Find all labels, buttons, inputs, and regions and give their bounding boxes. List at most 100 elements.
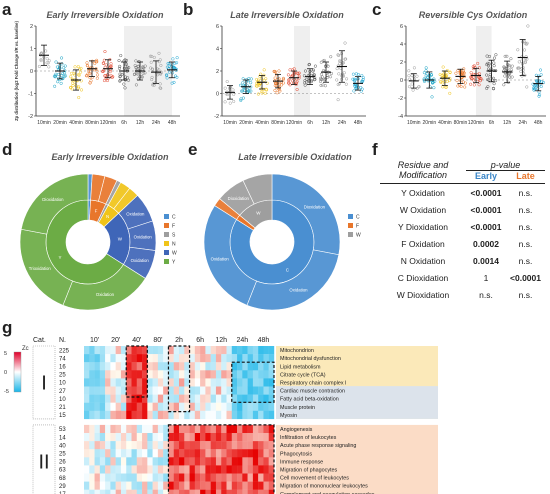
x-tick-label: 6h — [121, 120, 127, 126]
table-row: N Oxidation 0.0014 n.s. — [380, 252, 545, 269]
data-point — [240, 89, 244, 93]
heatmap-cell — [126, 457, 132, 466]
heatmap-cell — [226, 410, 232, 420]
data-point — [463, 85, 467, 89]
legend-label: N — [172, 242, 176, 248]
heatmap-row-term: Muscle protein — [280, 405, 315, 411]
heatmap-cell — [84, 433, 90, 442]
data-point — [425, 72, 429, 76]
heatmap-cell — [231, 473, 238, 482]
data-point — [519, 69, 523, 74]
data-point — [443, 75, 447, 80]
heatmap-cell — [237, 449, 243, 458]
heatmap-cell — [200, 346, 206, 355]
data-point — [277, 69, 281, 73]
heatmap-cell — [110, 433, 116, 442]
heatmap-cell — [105, 481, 111, 490]
heatmap-row-term: Cardiac muscle contraction — [280, 389, 345, 395]
heatmap-cell — [194, 473, 201, 482]
heatmap-cell — [184, 424, 190, 434]
heatmap-cell — [179, 489, 185, 494]
heatmap-cell — [110, 378, 116, 387]
heatmap-cell — [237, 433, 243, 442]
heatmap-cell — [210, 441, 217, 450]
outer-slice-label: Trioxidation — [29, 266, 52, 271]
heatmap-cell — [179, 449, 185, 458]
heatmap-row-n: 14 — [59, 435, 66, 441]
heatmap-cell — [221, 481, 227, 490]
heatmap-cell — [152, 424, 159, 434]
data-point — [165, 76, 169, 80]
data-point — [262, 68, 266, 72]
heatmap-cell — [147, 346, 153, 355]
heatmap-cell — [268, 386, 275, 395]
y-tick-label: -2 — [214, 114, 219, 120]
table-header-residue: Residue and — [397, 160, 449, 170]
heatmap-cell — [99, 370, 106, 379]
outer-slice-label: Dioxidation — [42, 197, 64, 202]
data-point — [149, 60, 153, 64]
data-point — [117, 66, 122, 70]
data-point — [104, 63, 108, 67]
heatmap-cell — [89, 402, 95, 411]
heatmap-cell — [131, 424, 137, 434]
y-tick-label: 1 — [30, 47, 33, 53]
heatmap-cell — [179, 370, 185, 379]
table-cell-modification: C Dioxidation — [397, 272, 449, 283]
title-e: Late Irreversible Oxidation — [238, 152, 352, 162]
data-point — [329, 71, 334, 76]
heatmap-cell — [184, 457, 190, 466]
legend-swatch — [164, 223, 169, 228]
heatmap-cell — [105, 370, 111, 379]
heatmap-cell — [152, 433, 159, 442]
heatmap-cell — [89, 424, 95, 434]
heatmap-cell — [163, 354, 169, 363]
heatmap-cell — [179, 473, 185, 482]
heatmap-cell — [105, 441, 111, 450]
heatmap-row-n: 225 — [59, 348, 70, 354]
heatmap-cell — [200, 354, 206, 363]
data-point — [336, 53, 340, 57]
heatmap-cell — [157, 465, 164, 474]
data-point — [287, 81, 291, 85]
heatmap-cell — [142, 402, 148, 411]
data-point — [142, 66, 146, 70]
heatmap-cell — [215, 378, 222, 387]
heatmap-cell — [242, 378, 248, 387]
data-point — [165, 73, 169, 77]
y-tick-label: -2 — [28, 114, 33, 120]
table-cell-modification: N Oxidation — [400, 255, 446, 266]
data-point — [109, 74, 113, 78]
heatmap-cell — [163, 378, 169, 387]
heatmap-cell — [110, 473, 116, 482]
heatmap-cell — [184, 410, 190, 420]
data-point — [448, 70, 452, 74]
heatmap-cell — [99, 481, 106, 490]
heatmap-cell — [221, 441, 227, 450]
y-tick-label: 2 — [400, 60, 403, 66]
heatmap-cell — [136, 433, 143, 442]
heatmap-cell — [221, 489, 227, 494]
heatmap-cell — [258, 473, 264, 482]
title-a: Early Irreversible Oxidation — [46, 10, 164, 20]
data-point — [150, 78, 154, 82]
heatmap-cell — [142, 441, 148, 450]
data-point — [523, 60, 527, 65]
heatmap-cell — [142, 433, 148, 442]
data-point — [274, 81, 278, 86]
heatmap-row-n: 74 — [59, 356, 66, 362]
heatmap-cell — [115, 441, 122, 450]
data-point — [341, 61, 345, 65]
table-cell-late: n.s. — [518, 238, 533, 249]
data-point — [172, 80, 176, 84]
table-row: W Dioxidation n.s. n.s. — [380, 286, 545, 303]
data-point — [424, 66, 428, 70]
heatmap-cell — [110, 481, 116, 490]
heatmap-cell — [136, 473, 143, 482]
heatmap-cell — [131, 489, 137, 494]
data-point — [275, 91, 279, 95]
data-point — [231, 88, 235, 92]
legend-swatch — [164, 259, 169, 264]
data-point — [133, 72, 137, 76]
heatmap-cell — [247, 394, 254, 403]
